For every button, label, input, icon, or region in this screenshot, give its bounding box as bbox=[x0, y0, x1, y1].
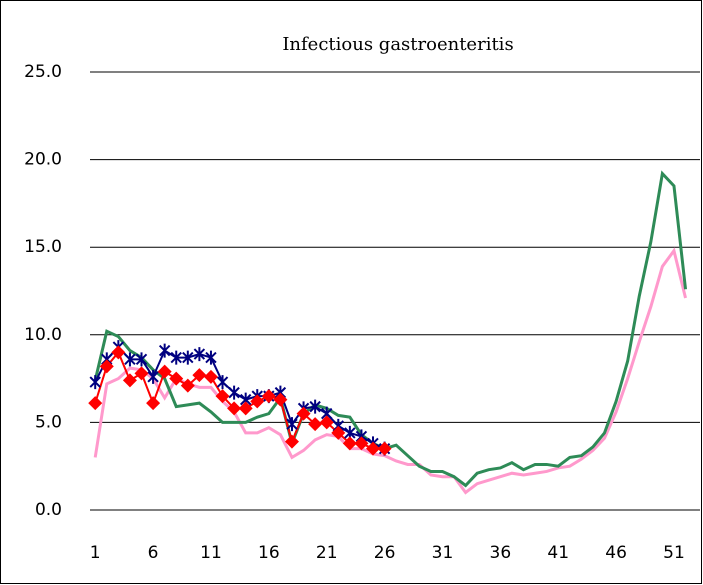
diamond-marker bbox=[134, 366, 149, 381]
diamond-marker bbox=[215, 389, 230, 404]
star-marker bbox=[309, 399, 321, 414]
diamond-marker bbox=[227, 401, 242, 416]
x-tick-label: 31 bbox=[432, 543, 454, 563]
diamond-marker bbox=[122, 373, 137, 388]
y-tick-label: 10.0 bbox=[24, 325, 62, 345]
diamond-marker bbox=[88, 396, 103, 411]
x-tick-label: 11 bbox=[200, 543, 222, 563]
diamond-marker bbox=[111, 345, 126, 360]
x-tick-label: 16 bbox=[258, 543, 280, 563]
diamond-marker bbox=[366, 441, 381, 456]
chart-title: Infectious gastroenteritis bbox=[282, 34, 513, 55]
x-tick-label: 21 bbox=[316, 543, 338, 563]
diamond-marker bbox=[331, 425, 346, 440]
star-marker bbox=[170, 350, 182, 365]
series-line bbox=[93, 170, 688, 488]
diamond-marker bbox=[377, 441, 392, 456]
diamond-marker bbox=[296, 406, 311, 421]
star-marker bbox=[216, 375, 229, 390]
diamond-marker bbox=[308, 417, 323, 432]
x-tick-label: 1 bbox=[90, 543, 101, 563]
diamond-marker bbox=[99, 359, 114, 374]
diamond-marker bbox=[169, 371, 184, 386]
star-marker bbox=[205, 350, 217, 365]
x-tick-label: 46 bbox=[605, 543, 627, 563]
diamond-marker bbox=[273, 392, 288, 407]
diamond-marker bbox=[250, 394, 265, 409]
diamond-marker bbox=[238, 401, 253, 416]
y-tick-label: 20.0 bbox=[24, 150, 62, 170]
star-marker bbox=[182, 350, 194, 365]
diamond-marker bbox=[180, 378, 195, 393]
x-tick-label: 26 bbox=[374, 543, 396, 563]
star-marker bbox=[158, 343, 171, 358]
diamond-marker bbox=[203, 369, 218, 384]
diamond-marker bbox=[354, 436, 369, 451]
star-marker bbox=[228, 385, 240, 400]
diamond-marker bbox=[192, 368, 207, 383]
x-tick-label: 51 bbox=[663, 543, 685, 563]
x-tick-label: 36 bbox=[490, 543, 512, 563]
y-tick-label: 5.0 bbox=[35, 412, 62, 432]
star-marker bbox=[135, 352, 148, 367]
y-tick-label: 0.0 bbox=[35, 500, 62, 520]
y-tick-label: 15.0 bbox=[24, 237, 62, 257]
star-marker bbox=[124, 352, 136, 367]
star-marker bbox=[147, 369, 159, 384]
star-marker bbox=[89, 375, 101, 390]
x-tick-label: 41 bbox=[547, 543, 569, 563]
diamond-marker bbox=[319, 415, 334, 430]
diamond-marker bbox=[157, 364, 172, 379]
diamond-marker bbox=[261, 389, 276, 404]
diamond-marker bbox=[284, 434, 299, 449]
x-tick-label: 6 bbox=[148, 543, 159, 563]
star-marker bbox=[286, 417, 298, 432]
y-tick-label: 25.0 bbox=[24, 62, 62, 82]
diamond-marker bbox=[146, 396, 161, 411]
diamond-marker bbox=[342, 436, 357, 451]
star-marker bbox=[193, 347, 206, 362]
